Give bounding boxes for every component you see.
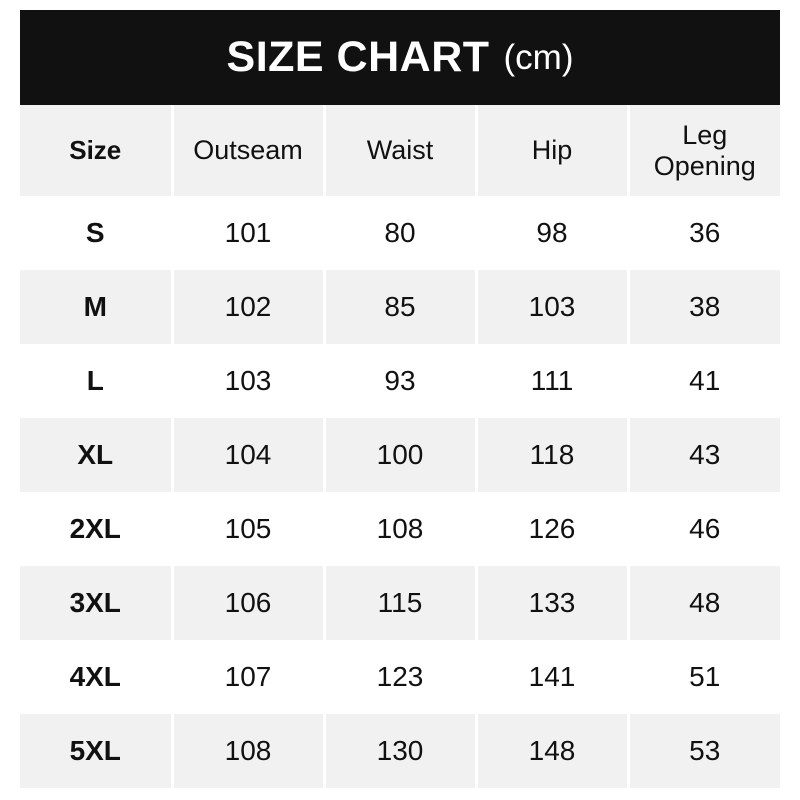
cell-size: 4XL bbox=[20, 640, 174, 714]
cell-outseam: 102 bbox=[172, 270, 326, 344]
cell-hip: 141 bbox=[476, 640, 630, 714]
cell-hip: 111 bbox=[476, 344, 630, 418]
cell-leg-opening: 46 bbox=[628, 492, 780, 566]
cell-outseam: 103 bbox=[172, 344, 326, 418]
cell-leg-opening: 38 bbox=[628, 270, 780, 344]
size-chart: SIZE CHART (cm) Size Outseam Waist Hip L… bbox=[20, 10, 780, 788]
cell-leg-opening: 51 bbox=[628, 640, 780, 714]
cell-outseam: 101 bbox=[172, 196, 326, 270]
cell-outseam: 108 bbox=[172, 714, 326, 788]
cell-leg-opening: 36 bbox=[628, 196, 780, 270]
cell-outseam: 105 bbox=[172, 492, 326, 566]
cell-waist: 123 bbox=[324, 640, 478, 714]
cell-hip: 118 bbox=[476, 418, 630, 492]
cell-waist: 130 bbox=[324, 714, 478, 788]
cell-waist: 115 bbox=[324, 566, 478, 640]
title-band: SIZE CHART (cm) bbox=[20, 10, 780, 105]
cell-hip: 133 bbox=[476, 566, 630, 640]
cell-outseam: 106 bbox=[172, 566, 326, 640]
table-row: 2XL 105 108 126 46 bbox=[20, 492, 780, 566]
cell-outseam: 104 bbox=[172, 418, 326, 492]
size-chart-table: Size Outseam Waist Hip Leg Opening S 101 8… bbox=[20, 105, 780, 788]
column-header-outseam: Outseam bbox=[172, 105, 326, 196]
cell-waist: 93 bbox=[324, 344, 478, 418]
cell-waist: 108 bbox=[324, 492, 478, 566]
column-header-hip: Hip bbox=[476, 105, 630, 196]
cell-size: 3XL bbox=[20, 566, 174, 640]
table-row: XL 104 100 118 43 bbox=[20, 418, 780, 492]
cell-size: S bbox=[20, 196, 174, 270]
cell-leg-opening: 53 bbox=[628, 714, 780, 788]
column-header-waist: Waist bbox=[324, 105, 478, 196]
table-row: 5XL 108 130 148 53 bbox=[20, 714, 780, 788]
table-row: S 101 80 98 36 bbox=[20, 196, 780, 270]
cell-leg-opening: 43 bbox=[628, 418, 780, 492]
cell-size: 2XL bbox=[20, 492, 174, 566]
cell-waist: 100 bbox=[324, 418, 478, 492]
cell-hip: 103 bbox=[476, 270, 630, 344]
cell-hip: 98 bbox=[476, 196, 630, 270]
cell-hip: 126 bbox=[476, 492, 630, 566]
table-row: 4XL 107 123 141 51 bbox=[20, 640, 780, 714]
table-row: L 103 93 111 41 bbox=[20, 344, 780, 418]
table-row: 3XL 106 115 133 48 bbox=[20, 566, 780, 640]
cell-size: XL bbox=[20, 418, 174, 492]
cell-leg-opening: 41 bbox=[628, 344, 780, 418]
cell-leg-opening: 48 bbox=[628, 566, 780, 640]
cell-size: 5XL bbox=[20, 714, 174, 788]
cell-outseam: 107 bbox=[172, 640, 326, 714]
cell-hip: 148 bbox=[476, 714, 630, 788]
column-header-leg-opening: Leg Opening bbox=[628, 105, 780, 196]
table-header-row: Size Outseam Waist Hip Leg Opening bbox=[20, 105, 780, 196]
column-header-size: Size bbox=[20, 105, 174, 196]
table-row: M 102 85 103 38 bbox=[20, 270, 780, 344]
page-title: SIZE CHART bbox=[226, 33, 490, 81]
cell-waist: 80 bbox=[324, 196, 478, 270]
unit-label: (cm) bbox=[503, 38, 574, 77]
cell-waist: 85 bbox=[324, 270, 478, 344]
cell-size: L bbox=[20, 344, 174, 418]
cell-size: M bbox=[20, 270, 174, 344]
